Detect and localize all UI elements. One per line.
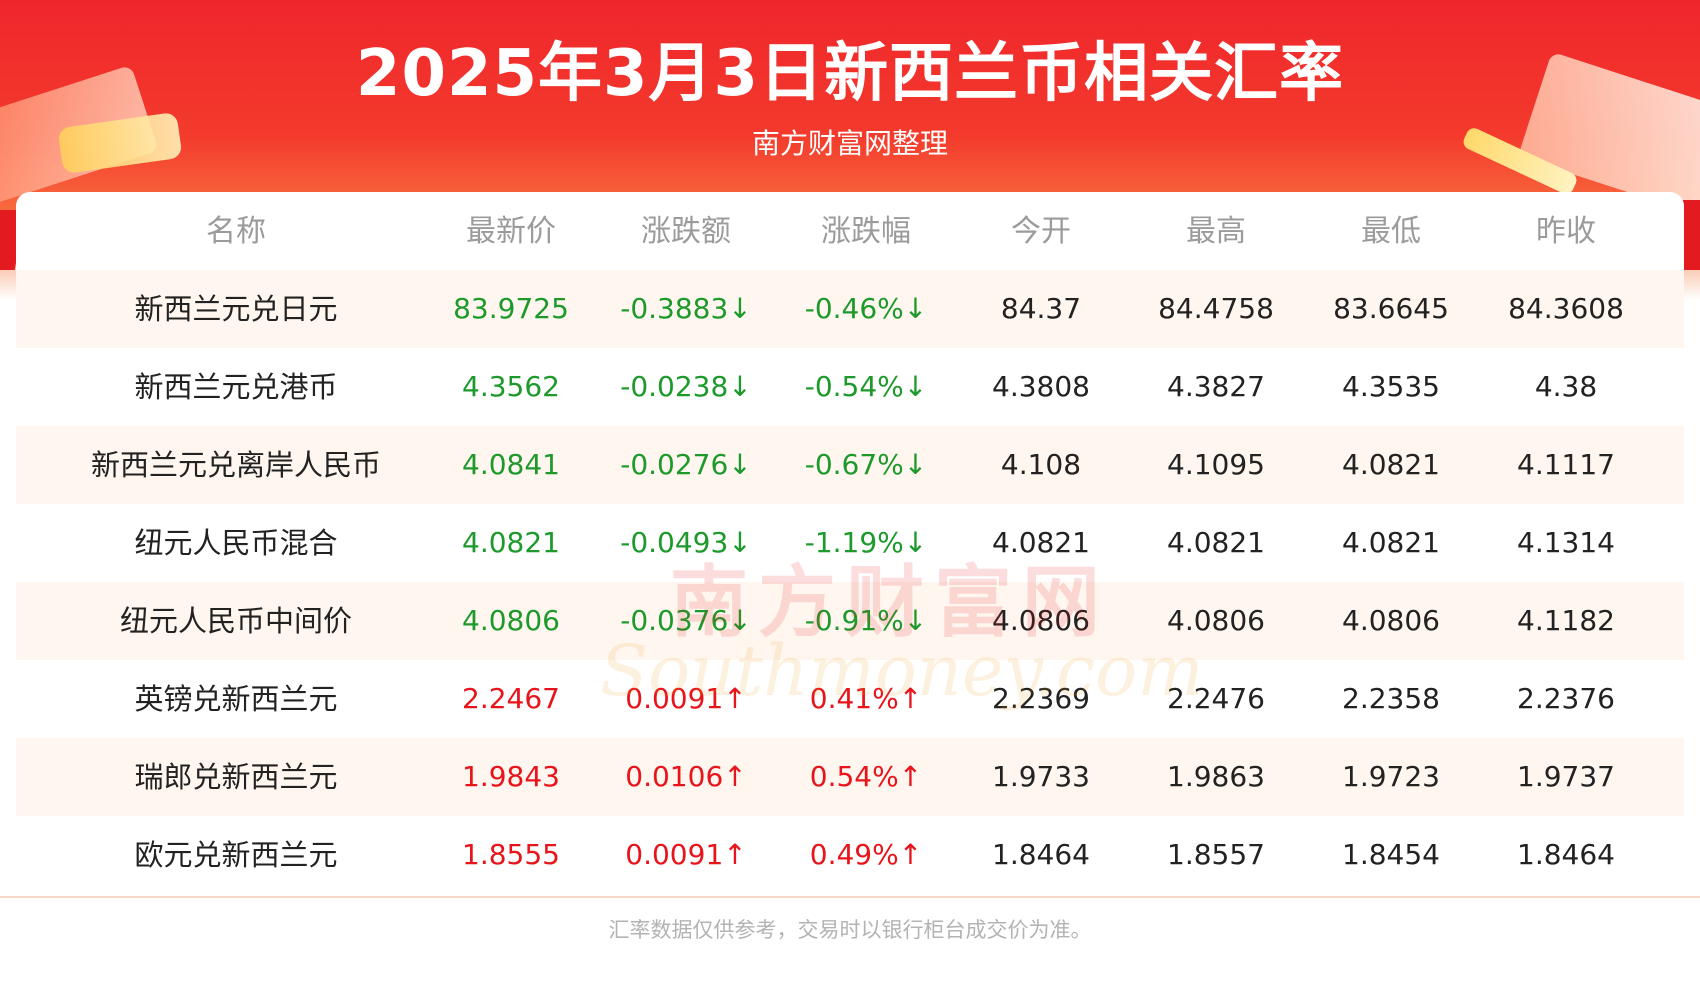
cell-latest: 4.0806 (462, 604, 560, 637)
cell-name: 英镑兑新西兰元 (134, 682, 338, 716)
cell-open: 4.0821 (992, 526, 1090, 559)
cell-low: 1.8454 (1342, 838, 1440, 871)
page-title: 2025年3月3日新西兰币相关汇率 (355, 37, 1345, 111)
table-row: 新西兰元兑日元 83.9725 -0.3883↓ -0.46%↓ 84.37 84.475… (16, 270, 1684, 348)
column-header-prev-close: 昨收 (1536, 214, 1596, 249)
cell-low: 83.6645 (1333, 292, 1449, 325)
cell-change-pct: -0.46%↓ (804, 292, 928, 325)
cell-high: 4.3827 (1167, 370, 1265, 403)
column-header-open: 今开 (1011, 214, 1071, 249)
cell-latest: 4.0841 (462, 448, 560, 481)
table-row: 欧元兑新西兰元 1.8555 0.0091↑ 0.49%↑ 1.8464 1.8557 1.… (16, 816, 1684, 894)
table-row: 纽元人民币中间价 4.0806 -0.0376↓ -0.91%↓ 4.0806 4.080… (16, 582, 1684, 660)
cell-name: 纽元人民币混合 (134, 526, 338, 560)
cell-low: 4.0821 (1342, 448, 1440, 481)
cell-prev-close: 2.2376 (1517, 682, 1615, 715)
cell-name: 瑞郎兑新西兰元 (134, 760, 338, 794)
cell-low: 2.2358 (1342, 682, 1440, 715)
cell-change-pct: -0.54%↓ (804, 370, 928, 403)
cell-prev-close: 4.1182 (1517, 604, 1615, 637)
cell-low: 4.0806 (1342, 604, 1440, 637)
cell-open: 4.0806 (992, 604, 1090, 637)
cell-prev-close: 4.1117 (1517, 448, 1615, 481)
cell-open: 2.2369 (992, 682, 1090, 715)
table-body: 新西兰元兑日元 83.9725 -0.3883↓ -0.46%↓ 84.37 84.475… (16, 270, 1684, 894)
column-header-high: 最高 (1186, 214, 1246, 249)
cell-open: 84.37 (1000, 292, 1082, 325)
cell-latest: 4.0821 (462, 526, 560, 559)
cell-change: -0.0376↓ (620, 604, 752, 637)
cell-open: 1.9733 (992, 760, 1090, 793)
cell-name: 纽元人民币中间价 (119, 604, 352, 638)
cell-change-pct: 0.49%↑ (809, 838, 923, 871)
cell-prev-close: 1.9737 (1517, 760, 1615, 793)
cell-open: 4.108 (1000, 448, 1082, 481)
table-row: 英镑兑新西兰元 2.2467 0.0091↑ 0.41%↑ 2.2369 2.2476 2.… (16, 660, 1684, 738)
cell-name: 新西兰元兑日元 (134, 292, 338, 326)
cell-name: 欧元兑新西兰元 (134, 838, 338, 872)
cell-latest: 4.3562 (462, 370, 560, 403)
cell-change-pct: -1.19%↓ (804, 526, 928, 559)
cell-high: 1.9863 (1167, 760, 1265, 793)
table-row: 瑞郎兑新西兰元 1.9843 0.0106↑ 0.54%↑ 1.9733 1.9863 1.… (16, 738, 1684, 816)
cell-latest: 2.2467 (462, 682, 560, 715)
cell-name: 新西兰元兑港币 (134, 370, 338, 404)
cell-change: -0.0238↓ (620, 370, 752, 403)
cell-prev-close: 4.38 (1534, 370, 1598, 403)
cell-change: 0.0091↑ (625, 682, 747, 715)
column-header-low: 最低 (1361, 214, 1421, 249)
cell-high: 2.2476 (1167, 682, 1265, 715)
column-header-change: 涨跌额 (641, 214, 731, 249)
cell-high: 84.4758 (1158, 292, 1274, 325)
cell-change-pct: -0.91%↓ (804, 604, 928, 637)
table-header: 名称 最新价 涨跌额 涨跌幅 今开 最高 最低 昨收 (16, 192, 1684, 270)
column-header-latest: 最新价 (466, 214, 556, 249)
table-row: 新西兰元兑离岸人民币 4.0841 -0.0276↓ -0.67%↓ 4.108 4.10… (16, 426, 1684, 504)
cell-change: 0.0091↑ (625, 838, 747, 871)
cell-name: 新西兰元兑离岸人民币 (90, 448, 381, 482)
page-subtitle: 南方财富网整理 (751, 127, 948, 160)
cell-latest: 1.9843 (462, 760, 560, 793)
cell-low: 4.3535 (1342, 370, 1440, 403)
cell-latest: 83.9725 (453, 292, 569, 325)
cell-high: 4.1095 (1167, 448, 1265, 481)
rates-table: 名称 最新价 涨跌额 涨跌幅 今开 最高 最低 昨收 新西兰元兑日元 83.972… (16, 192, 1684, 898)
cell-open: 1.8464 (992, 838, 1090, 871)
cell-change: -0.0493↓ (620, 526, 752, 559)
cell-high: 4.0806 (1167, 604, 1265, 637)
cell-low: 4.0821 (1342, 526, 1440, 559)
cell-high: 4.0821 (1167, 526, 1265, 559)
cell-change: 0.0106↑ (625, 760, 747, 793)
cell-high: 1.8557 (1167, 838, 1265, 871)
footer-divider (0, 896, 1700, 898)
table-row: 新西兰元兑港币 4.3562 -0.0238↓ -0.54%↓ 4.3808 4.3827… (16, 348, 1684, 426)
column-header-name: 名称 (206, 214, 266, 249)
cell-change-pct: 0.41%↑ (809, 682, 923, 715)
cell-prev-close: 1.8464 (1517, 838, 1615, 871)
cell-latest: 1.8555 (462, 838, 560, 871)
column-header-change-pct: 涨跌幅 (821, 214, 911, 249)
footer-note: 汇率数据仅供参考，交易时以银行柜台成交价为准。 (608, 918, 1092, 942)
cell-prev-close: 4.1314 (1517, 526, 1615, 559)
cell-change-pct: -0.67%↓ (804, 448, 928, 481)
cell-change: -0.3883↓ (620, 292, 752, 325)
table-row: 纽元人民币混合 4.0821 -0.0493↓ -1.19%↓ 4.0821 4.0821… (16, 504, 1684, 582)
cell-change: -0.0276↓ (620, 448, 752, 481)
cell-prev-close: 84.3608 (1508, 292, 1624, 325)
cell-open: 4.3808 (992, 370, 1090, 403)
cell-low: 1.9723 (1342, 760, 1440, 793)
cell-change-pct: 0.54%↑ (809, 760, 923, 793)
